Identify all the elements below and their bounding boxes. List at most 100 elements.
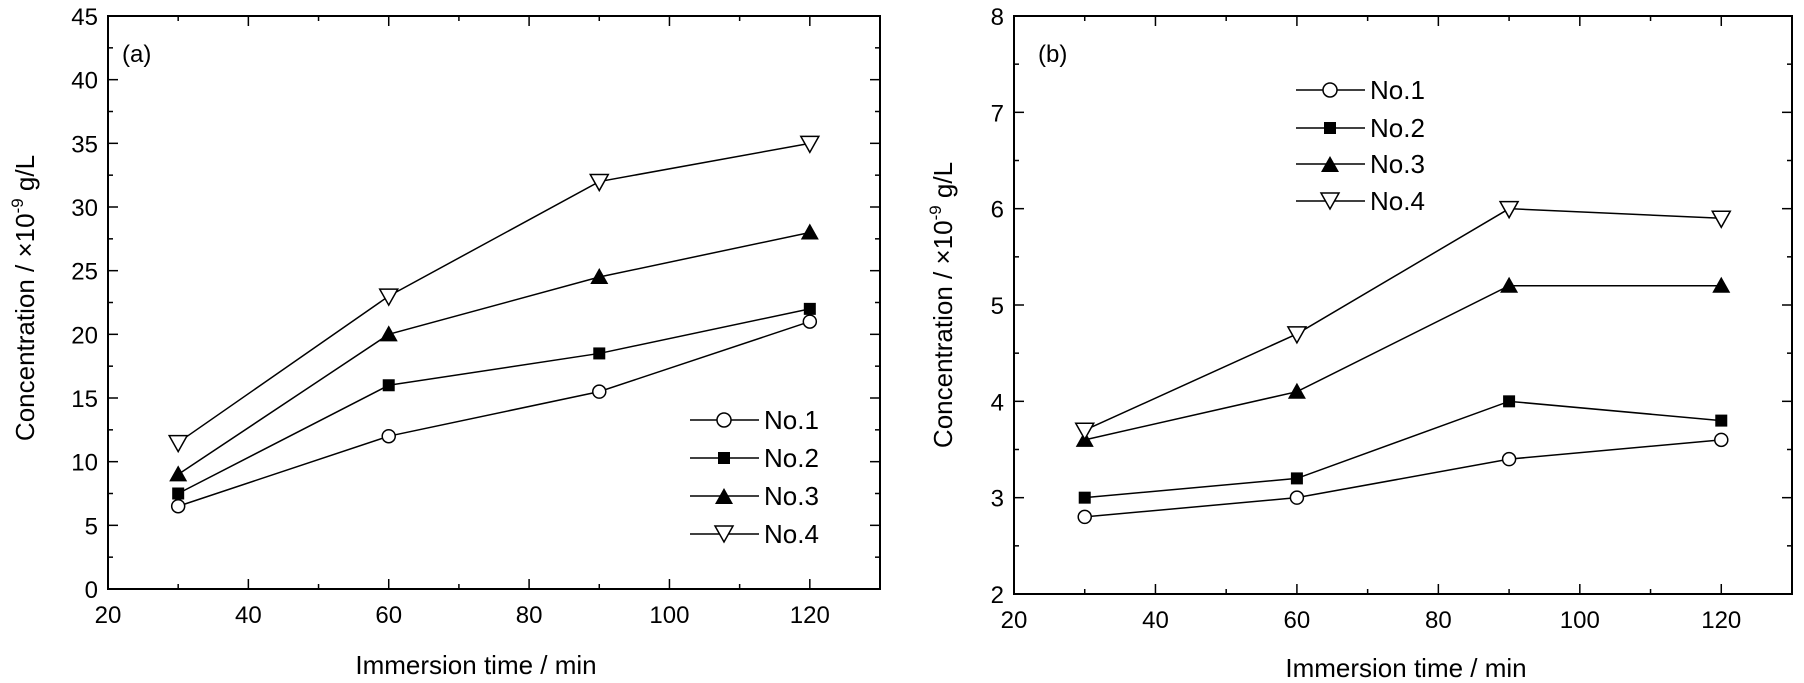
y-tick-label: 5 <box>991 293 1004 320</box>
axis-ticks: 20 40 60 80 100 120 2 3 4 5 6 7 8 <box>991 4 1793 634</box>
data-point-no1 <box>802 314 818 329</box>
y-axis-label-suffix: g/L <box>928 162 958 205</box>
chart-panel-b: 20 40 60 80 100 120 2 3 4 5 6 7 8 (b) Immersion time… <box>926 4 1793 683</box>
y-axis-label-exponent: -9 <box>926 205 945 220</box>
y-axis-label: Concentration / ×10-9 g/L <box>8 155 40 441</box>
series-line-no3 <box>177 231 810 476</box>
data-point-no1 <box>1501 451 1517 467</box>
data-point-no4 <box>588 173 610 193</box>
data-point-no4 <box>1710 210 1732 229</box>
y-tick-label: 3 <box>991 486 1004 513</box>
data-point-no1 <box>1289 490 1305 505</box>
y-tick-label: 35 <box>71 131 98 158</box>
data-point-no4 <box>1074 422 1096 441</box>
y-axis-label-exponent: -9 <box>8 198 27 213</box>
data-point-no1 <box>1077 509 1092 525</box>
data-point-no1 <box>381 428 396 444</box>
y-tick-label: 5 <box>85 513 98 540</box>
series-line-no1 <box>177 320 811 507</box>
legend-marker-filled-triangle-up <box>715 488 733 504</box>
legend-label: No.3 <box>1370 149 1425 179</box>
x-tick-label: 40 <box>235 602 262 629</box>
data-point-no2 <box>382 379 395 392</box>
data-point-no2 <box>803 302 816 315</box>
y-tick-label: 20 <box>71 322 98 349</box>
data-point-no2 <box>172 487 185 500</box>
x-axis-label: Immersion time / min <box>1285 653 1526 683</box>
series-line-no4 <box>1084 207 1722 431</box>
y-tick-label: 45 <box>71 4 98 31</box>
y-tick-label: 30 <box>71 195 98 222</box>
legend-marker-open-triangle-down <box>713 525 735 544</box>
legend-label: No.3 <box>764 481 819 511</box>
legend-item-no1: No.1 <box>1296 75 1425 105</box>
y-tick-label: 7 <box>991 100 1004 127</box>
data-point-no3 <box>1287 382 1306 399</box>
data-point-no2 <box>1715 414 1728 427</box>
legend-item-no1: No.1 <box>690 405 819 435</box>
y-axis-label: Concentration / ×10-9 g/L <box>926 162 958 448</box>
series-line-no1 <box>1084 439 1722 518</box>
series-line-no3 <box>1084 284 1722 441</box>
data-point-no2 <box>1290 472 1303 485</box>
data-point-no4 <box>1286 326 1308 345</box>
y-tick-label: 15 <box>71 386 98 413</box>
data-point-no1 <box>1714 432 1729 448</box>
legend-label: No.1 <box>1370 75 1425 105</box>
panel-label: (a) <box>122 41 151 68</box>
data-point-no4 <box>378 288 400 307</box>
series-line-no2 <box>177 308 810 495</box>
legend-label: No.4 <box>764 519 819 549</box>
legend-label: No.1 <box>764 405 819 435</box>
legend-marker-open-circle <box>1322 82 1338 98</box>
x-tick-label: 120 <box>1701 607 1741 634</box>
series-line-no2 <box>1084 400 1722 499</box>
data-point-no3 <box>1500 276 1519 293</box>
legend-marker-filled-triangle-up <box>1321 156 1339 172</box>
x-tick-label: 60 <box>375 602 402 629</box>
data-point-no3 <box>590 268 609 285</box>
x-tick-label: 100 <box>1560 607 1600 634</box>
chart-panel-a: 20 40 60 80 100 120 0 5 10 15 20 25 30 35 40 45 (a) Imm… <box>8 4 881 680</box>
legend: No.1 No.2 No.3 No.4 <box>1296 75 1425 216</box>
legend-item-no2: No.2 <box>690 443 819 473</box>
x-tick-label: 20 <box>1001 607 1028 634</box>
y-axis-label-prefix: Concentration / ×10 <box>928 220 958 448</box>
y-tick-label: 0 <box>85 577 98 604</box>
y-tick-label: 10 <box>71 450 98 477</box>
panel-label: (b) <box>1038 41 1067 68</box>
series-line-no4 <box>177 142 810 444</box>
legend-item-no4: No.4 <box>1296 186 1425 216</box>
data-point-no3 <box>379 325 398 342</box>
axis-ticks: 20 40 60 80 100 120 0 5 10 15 20 25 30 35 40 45 <box>71 4 881 629</box>
data-point-no2 <box>1503 395 1516 408</box>
y-tick-label: 40 <box>71 68 98 95</box>
legend-marker-filled-square <box>1324 122 1336 134</box>
legend-label: No.2 <box>1370 113 1425 143</box>
y-tick-label: 8 <box>991 4 1004 31</box>
legend-item-no3: No.3 <box>1296 149 1425 179</box>
x-tick-label: 100 <box>649 602 689 629</box>
data-point-no4 <box>167 434 189 454</box>
series-markers <box>167 135 821 514</box>
legend-marker-filled-square <box>718 452 730 464</box>
y-tick-label: 4 <box>991 389 1004 416</box>
data-point-no3 <box>800 223 819 240</box>
data-point-no1 <box>170 498 186 514</box>
data-point-no3 <box>1712 276 1731 293</box>
legend-label: No.4 <box>1370 186 1425 216</box>
data-point-no2 <box>1078 491 1091 504</box>
x-tick-label: 40 <box>1142 607 1169 634</box>
legend: No.1 No.2 No.3 No.4 <box>690 405 819 549</box>
x-tick-label: 80 <box>1425 607 1452 634</box>
y-axis-label-suffix: g/L <box>10 155 40 198</box>
legend-item-no2: No.2 <box>1296 113 1425 143</box>
legend-label: No.2 <box>764 443 819 473</box>
x-tick-label: 120 <box>790 602 830 629</box>
legend-item-no4: No.4 <box>690 519 819 549</box>
series-lines <box>177 142 811 507</box>
series-lines <box>1084 207 1722 518</box>
data-point-no4 <box>1498 200 1520 220</box>
data-point-no1 <box>592 384 607 399</box>
